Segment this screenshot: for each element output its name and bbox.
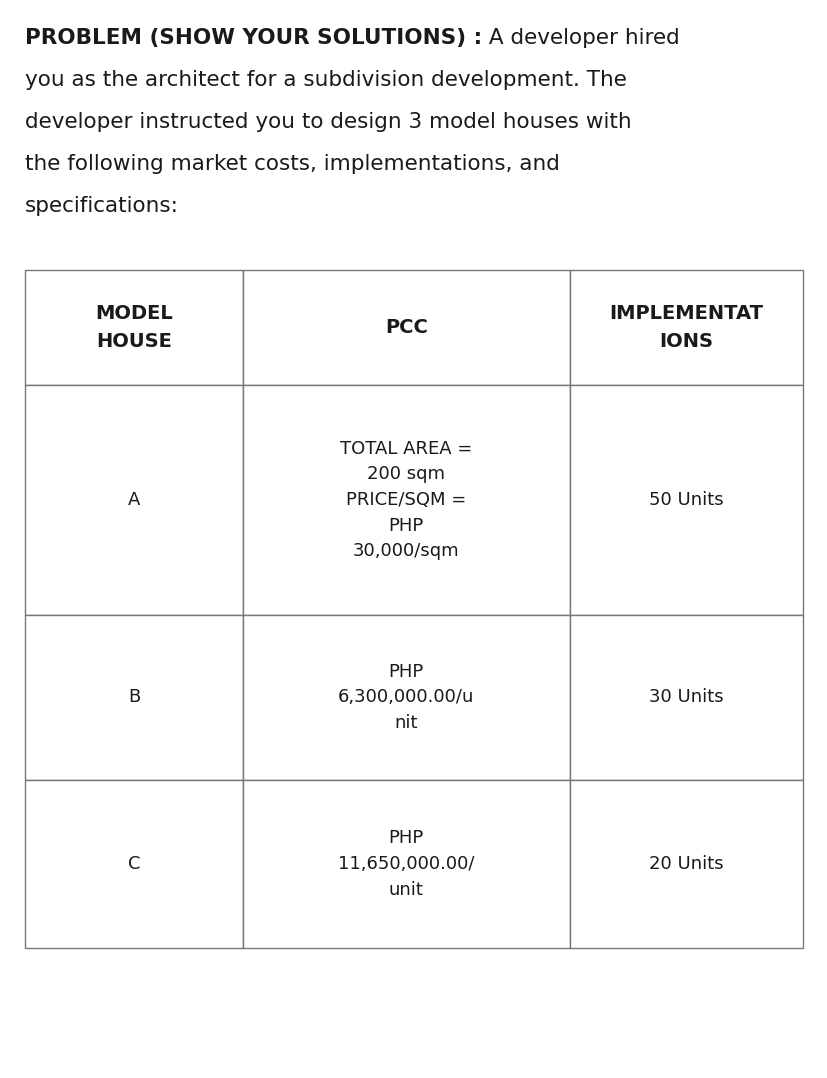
- Text: you as the architect for a subdivision development. The: you as the architect for a subdivision d…: [25, 70, 626, 89]
- Bar: [25, 780, 242, 948]
- Text: A: A: [127, 490, 140, 509]
- Text: developer instructed you to design 3 model houses with: developer instructed you to design 3 mod…: [25, 112, 631, 132]
- Text: TOTAL AREA =
200 sqm
PRICE/SQM =
PHP
30,000/sqm: TOTAL AREA = 200 sqm PRICE/SQM = PHP 30,…: [340, 440, 472, 561]
- Bar: [25, 385, 242, 616]
- Bar: [569, 616, 802, 780]
- Text: A developer hired: A developer hired: [481, 28, 679, 49]
- Bar: [569, 780, 802, 948]
- Text: PROBLEM (SHOW YOUR SOLUTIONS) :: PROBLEM (SHOW YOUR SOLUTIONS) :: [25, 28, 481, 49]
- Text: PHP
11,650,000.00/
unit: PHP 11,650,000.00/ unit: [337, 829, 474, 899]
- Bar: [569, 385, 802, 616]
- Text: the following market costs, implementations, and: the following market costs, implementati…: [25, 154, 559, 174]
- Text: IMPLEMENTAT
IONS: IMPLEMENTAT IONS: [609, 304, 762, 350]
- Bar: [242, 270, 569, 385]
- Bar: [242, 780, 569, 948]
- Text: 50 Units: 50 Units: [648, 490, 723, 509]
- Bar: [25, 270, 242, 385]
- Text: 20 Units: 20 Units: [648, 855, 723, 873]
- Bar: [242, 385, 569, 616]
- Text: specifications:: specifications:: [25, 196, 179, 216]
- Bar: [569, 270, 802, 385]
- Text: B: B: [127, 689, 140, 706]
- Text: MODEL
HOUSE: MODEL HOUSE: [95, 304, 173, 350]
- Text: 30 Units: 30 Units: [648, 689, 723, 706]
- Text: C: C: [127, 855, 140, 873]
- Text: PHP
6,300,000.00/u
nit: PHP 6,300,000.00/u nit: [337, 663, 474, 732]
- Bar: [25, 616, 242, 780]
- Text: PCC: PCC: [385, 318, 427, 337]
- Bar: [242, 616, 569, 780]
